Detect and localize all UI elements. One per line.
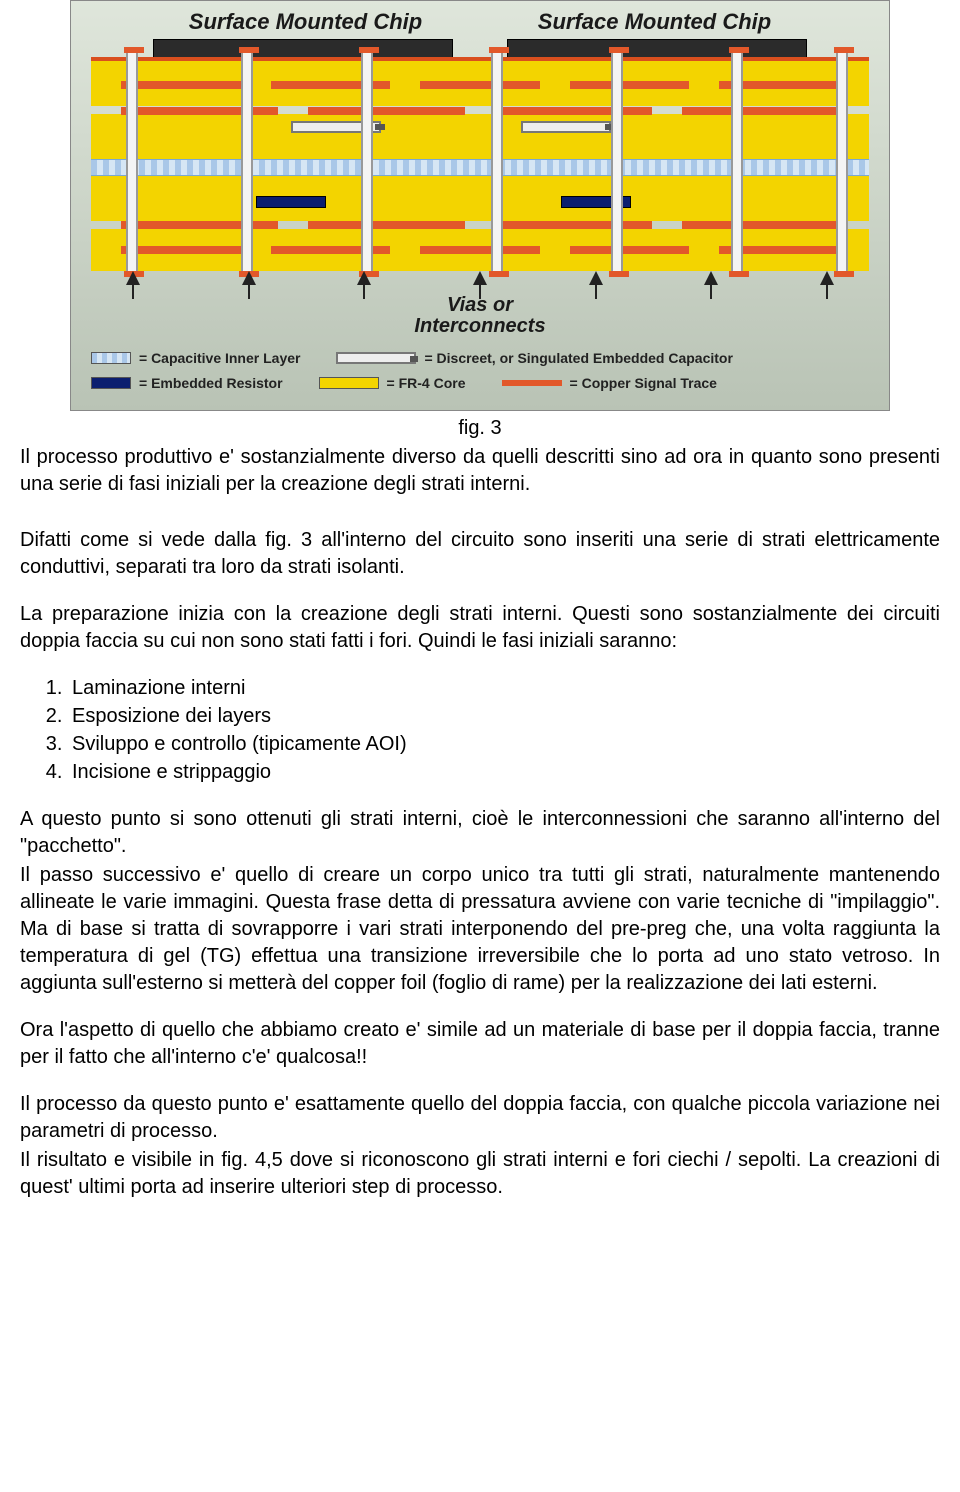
figure-container: Surface Mounted Chip Surface Mounted Chi… (20, 0, 940, 411)
copper-trace (121, 107, 278, 115)
trace-row-4 (91, 246, 869, 254)
swatch-discreet-icon (336, 352, 416, 364)
copper-trace (308, 221, 465, 229)
swatch-core-icon (319, 377, 379, 389)
arrow-up-icon (589, 271, 603, 285)
via (126, 51, 138, 273)
trace-row-3 (91, 221, 869, 229)
chip-label-left: Surface Mounted Chip (189, 7, 422, 37)
capacitive-inner-layer (91, 159, 869, 176)
via (836, 51, 848, 273)
paragraph-4: A questo punto si sono ottenuti gli stra… (20, 806, 940, 860)
figure-legend: = Capacitive Inner Layer = Discreet, or … (71, 345, 889, 411)
paragraph-2: Difatti come si vede dalla fig. 3 all'in… (20, 527, 940, 581)
embedded-resistor (256, 196, 326, 208)
arrow-up-icon (126, 271, 140, 285)
copper-trace (121, 246, 241, 254)
via (491, 51, 503, 273)
pcb-cross-section-figure: Surface Mounted Chip Surface Mounted Chi… (70, 0, 890, 411)
legend-row-1: = Capacitive Inner Layer = Discreet, or … (91, 349, 869, 368)
paragraph-5: Il passo successivo e' quello di creare … (20, 862, 940, 997)
legend-row-2: = Embedded Resistor = FR-4 Core = Copper… (91, 374, 869, 393)
copper-trace (570, 246, 690, 254)
copper-trace (682, 107, 839, 115)
paragraph-6: Ora l'aspetto di quello che abbiamo crea… (20, 1017, 940, 1071)
swatch-capacitive-icon (91, 352, 131, 364)
vias-label: Vias or Interconnects (71, 295, 889, 337)
arrow-up-icon (704, 271, 718, 285)
arrow-up-icon (820, 271, 834, 285)
via (611, 51, 623, 273)
list-item: Incisione e strippaggio (68, 759, 940, 786)
core-layer-2 (91, 114, 869, 159)
chip-label-right: Surface Mounted Chip (538, 7, 771, 37)
copper-trace (308, 107, 465, 115)
arrow-up-icon (357, 271, 371, 285)
copper-trace (495, 107, 652, 115)
paragraph-3: La preparazione inizia con la creazione … (20, 601, 940, 655)
copper-trace (495, 221, 652, 229)
legend-fr4: = FR-4 Core (387, 374, 466, 393)
embedded-capacitor (521, 121, 611, 133)
swatch-resistor-icon (91, 377, 131, 389)
chip-body-right (507, 39, 807, 59)
trace-row-2 (91, 107, 869, 115)
paragraph-1: Il processo produttivo e' sostanzialment… (20, 444, 940, 498)
chip-bodies-row (71, 39, 889, 59)
vias-label-line2: Interconnects (414, 315, 545, 337)
copper-trace (121, 221, 278, 229)
legend-discreet: = Discreet, or Singulated Embedded Capac… (424, 349, 732, 368)
paragraph-8: Il risultato e visibile in fig. 4,5 dove… (20, 1147, 940, 1201)
chip-body-left (153, 39, 453, 59)
paragraph-7: Il processo da questo punto e' esattamen… (20, 1091, 940, 1145)
legend-resistor: = Embedded Resistor (139, 374, 283, 393)
core-layer-3 (91, 176, 869, 221)
phases-list: Laminazione interni Esposizione dei laye… (68, 675, 940, 786)
copper-trace (420, 81, 540, 89)
figure-caption: fig. 3 (20, 415, 940, 442)
list-item: Esposizione dei layers (68, 703, 940, 730)
copper-trace (420, 246, 540, 254)
legend-capacitive: = Capacitive Inner Layer (139, 349, 300, 368)
trace-row-1 (91, 81, 869, 89)
arrow-up-icon (473, 271, 487, 285)
chip-labels-row: Surface Mounted Chip Surface Mounted Chi… (71, 1, 889, 39)
copper-trace (570, 81, 690, 89)
via (361, 51, 373, 273)
list-item: Sviluppo e controllo (tipicamente AOI) (68, 731, 940, 758)
swatch-trace-icon (502, 380, 562, 386)
pcb-layer-stack (91, 57, 869, 267)
via (241, 51, 253, 273)
list-item: Laminazione interni (68, 675, 940, 702)
via (731, 51, 743, 273)
arrow-up-icon (242, 271, 256, 285)
copper-trace (682, 221, 839, 229)
copper-trace (121, 81, 241, 89)
legend-copper: = Copper Signal Trace (570, 374, 717, 393)
